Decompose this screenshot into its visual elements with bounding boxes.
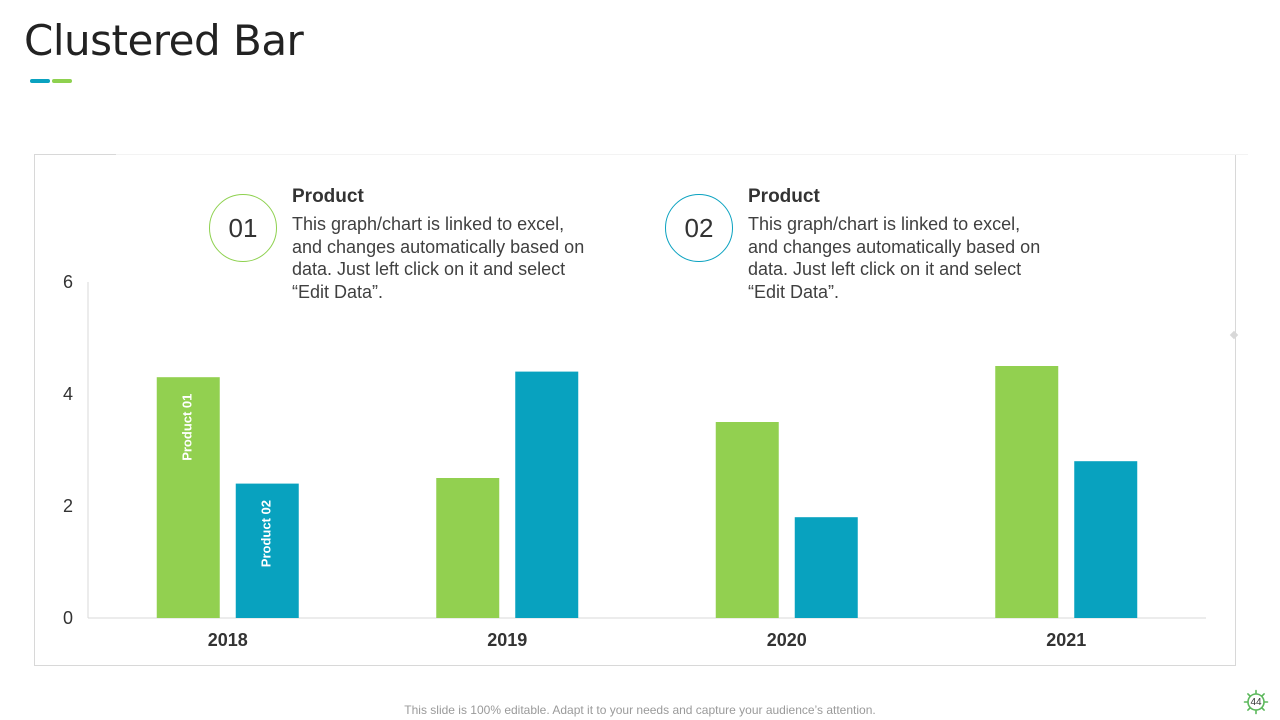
title-accent-blue [30,79,50,83]
y-tick-label: 4 [63,384,73,404]
bar-2019-product-02[interactable] [515,371,579,618]
title-accent-green [52,79,72,83]
bar-series-label: Product 02 [259,500,274,567]
chart-frame-top-right [116,154,1248,155]
page-number: 44 [1250,696,1262,708]
legend-number-circle-1: 01 [209,194,277,262]
bar-2020-product-02[interactable] [794,517,858,618]
chart-frame [34,154,1236,666]
x-category-label: 2020 [767,630,807,650]
legend-description-2: This graph/chart is linked to excel, and… [748,214,1041,302]
footer-note: This slide is 100% editable. Adapt it to… [404,703,876,717]
y-tick-label: 6 [63,272,73,292]
page-title: Clustered Bar [24,16,304,65]
y-tick-label: 0 [63,608,73,628]
x-category-label: 2018 [208,630,248,650]
chart-frame-top-left [34,154,116,155]
legend-description-1: This graph/chart is linked to excel, and… [292,214,585,302]
bar-2021-product-02[interactable] [1074,461,1138,618]
legend-title-1: Product [292,186,364,207]
bar-2020-product-01[interactable] [715,422,779,618]
x-category-label: 2019 [487,630,527,650]
bar-2021-product-01[interactable] [995,366,1059,618]
gear-icon [1243,689,1269,715]
y-tick-label: 2 [63,496,73,516]
legend-number-circle-2: 02 [665,194,733,262]
bar-series-label: Product 01 [180,394,195,461]
bar-2018-product-01[interactable] [156,377,220,618]
bar-2018-product-02[interactable] [235,483,299,618]
legend-title-2: Product [748,186,820,207]
bar-2019-product-01[interactable] [436,478,500,618]
x-category-label: 2021 [1046,630,1086,650]
